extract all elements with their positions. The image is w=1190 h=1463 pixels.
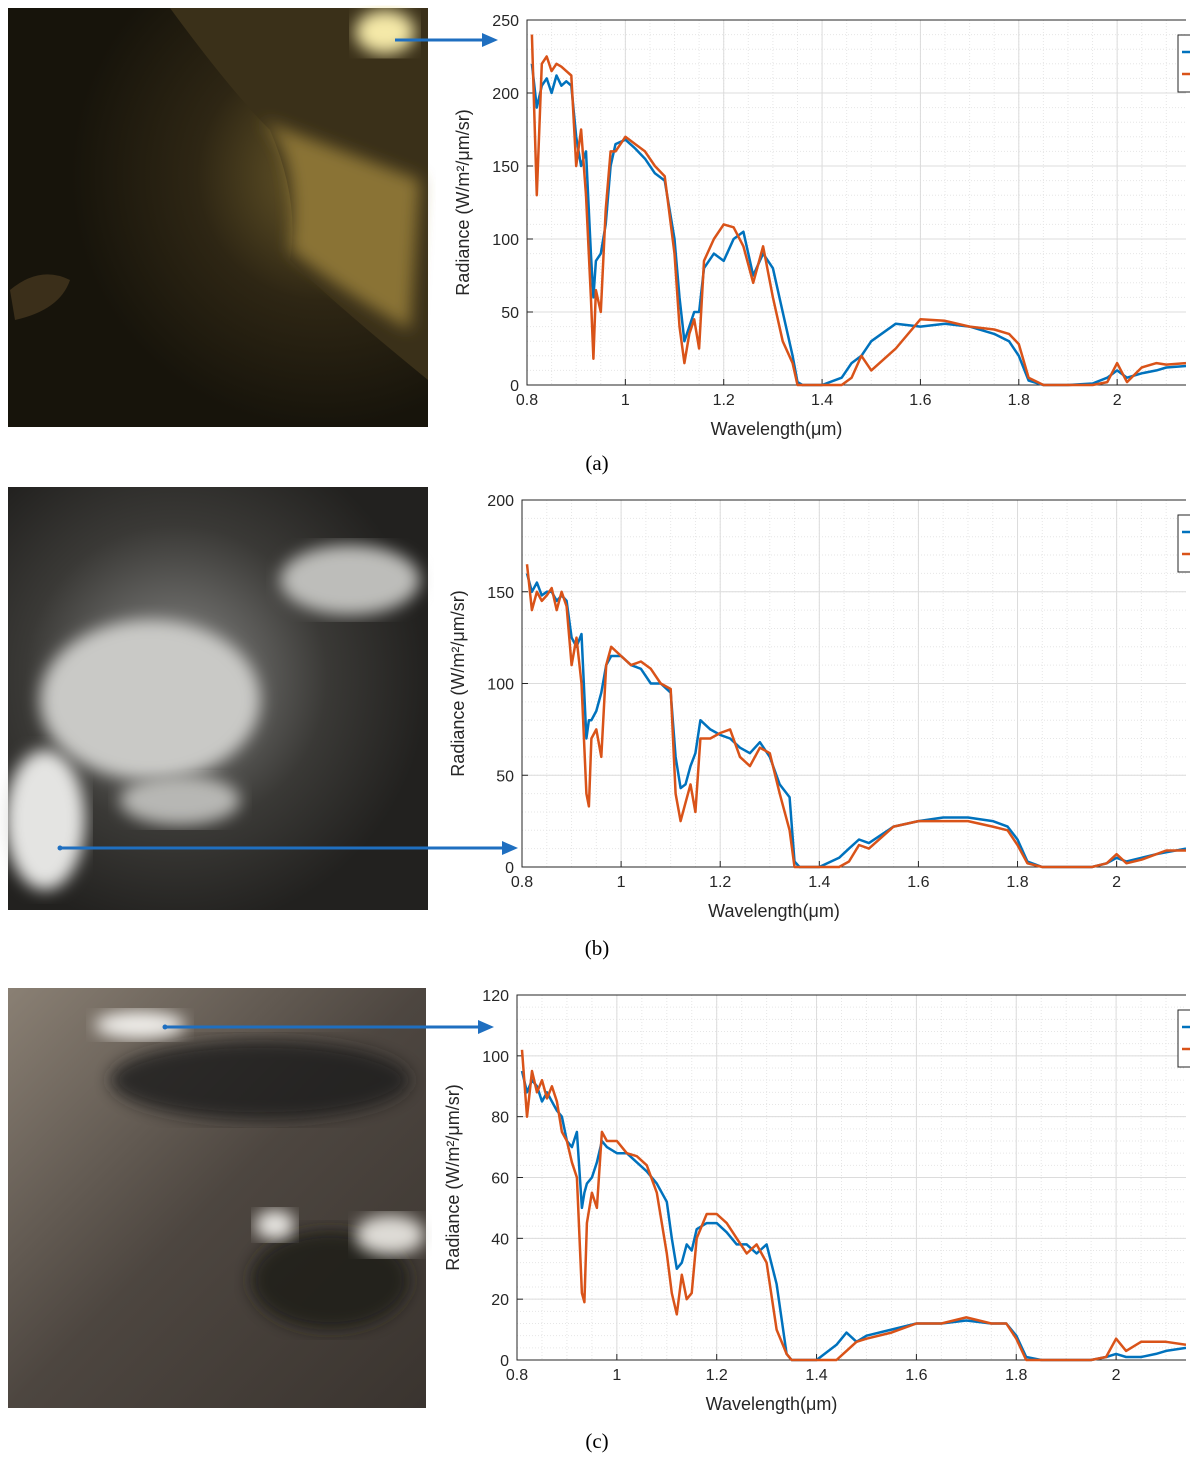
x-tick-label: 1.8	[1008, 392, 1030, 409]
caption: (b)	[585, 936, 610, 960]
x-tick-label: 1.4	[805, 1367, 827, 1384]
legend-box	[1177, 34, 1190, 93]
satellite-image	[8, 8, 428, 427]
y-tick-label: 50	[501, 305, 519, 322]
satellite-image	[5, 487, 428, 910]
x-axis-label: Wavelength(μm)	[708, 901, 840, 921]
x-tick-label: 1	[617, 874, 626, 891]
y-tick-label: 50	[496, 768, 514, 785]
caption: (c)	[585, 1429, 608, 1453]
data-line	[520, 1049, 1186, 1362]
y-tick-label: 150	[487, 585, 514, 602]
x-tick-label: 1.6	[909, 392, 931, 409]
y-tick-label: 100	[482, 1049, 509, 1066]
x-tick-label: 0.8	[511, 874, 533, 891]
y-tick-label: 0	[505, 860, 514, 877]
x-tick-label: 1.6	[905, 1367, 927, 1384]
satellite-image	[8, 988, 426, 1408]
y-tick-label: 120	[482, 988, 509, 1005]
legend-box	[1177, 514, 1190, 573]
x-tick-label: 1.2	[706, 1367, 728, 1384]
data-line	[525, 573, 1186, 869]
x-tick-label: 1.4	[811, 392, 833, 409]
x-tick-label: 1.4	[808, 874, 830, 891]
x-tick-label: 2	[1113, 392, 1122, 409]
x-axis-label: Wavelength(μm)	[711, 419, 843, 439]
arrow	[57, 33, 518, 1034]
data-line	[525, 564, 1186, 869]
x-tick-label: 1.2	[713, 392, 735, 409]
legend-box	[1177, 1009, 1190, 1068]
y-axis-label: Radiance (W/m²/μm/sr)	[448, 590, 468, 776]
x-tick-label: 1.8	[1005, 1367, 1027, 1384]
plot-area	[527, 20, 1186, 385]
y-tick-label: 0	[510, 378, 519, 395]
y-tick-label: 0	[500, 1353, 509, 1370]
x-tick-label: 2	[1112, 1367, 1121, 1384]
y-axis-label: Radiance (W/m²/μm/sr)	[453, 109, 473, 295]
y-tick-label: 20	[491, 1292, 509, 1309]
x-tick-label: 0.8	[516, 392, 538, 409]
data-line	[520, 1070, 1186, 1362]
data-line	[530, 34, 1186, 387]
axes-frame	[516, 994, 1186, 1361]
y-tick-label: 200	[492, 86, 519, 103]
y-tick-label: 100	[492, 232, 519, 249]
x-tick-label: 1.6	[907, 874, 929, 891]
x-tick-label: 1.2	[709, 874, 731, 891]
x-tick-label: 1	[621, 392, 630, 409]
y-tick-label: 40	[491, 1231, 509, 1248]
y-tick-label: 60	[491, 1171, 509, 1188]
axes-frame	[521, 499, 1186, 868]
y-tick-label: 80	[491, 1110, 509, 1127]
y-tick-label: 200	[487, 493, 514, 510]
x-tick-label: 0.8	[506, 1367, 528, 1384]
y-tick-label: 150	[492, 159, 519, 176]
caption: (a)	[585, 451, 608, 475]
x-tick-label: 1.8	[1006, 874, 1028, 891]
x-tick-label: 1	[612, 1367, 621, 1384]
y-tick-label: 250	[492, 13, 519, 30]
axes-frame	[526, 19, 1186, 386]
y-axis-label: Radiance (W/m²/μm/sr)	[443, 1084, 463, 1270]
x-axis-label: Wavelength(μm)	[706, 1394, 838, 1414]
data-line	[530, 63, 1186, 387]
y-tick-label: 100	[487, 677, 514, 694]
x-tick-label: 2	[1112, 874, 1121, 891]
